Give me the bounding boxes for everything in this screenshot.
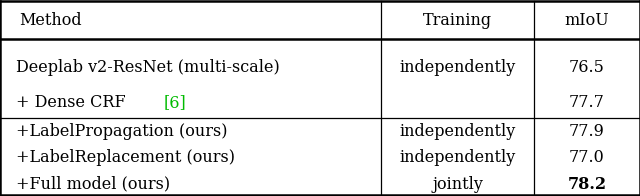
Text: Training: Training: [423, 12, 492, 29]
Text: 76.5: 76.5: [569, 59, 605, 76]
Text: mIoU: mIoU: [564, 12, 609, 29]
Text: +LabelPropagation (ours): +LabelPropagation (ours): [16, 123, 227, 140]
Text: Method: Method: [19, 12, 82, 29]
Text: jointly: jointly: [432, 176, 483, 193]
Text: +LabelReplacement (ours): +LabelReplacement (ours): [16, 149, 235, 166]
Text: 78.2: 78.2: [567, 176, 607, 193]
Text: independently: independently: [399, 59, 516, 76]
Text: 77.9: 77.9: [569, 123, 605, 140]
Text: + Dense CRF: + Dense CRF: [16, 94, 131, 111]
Text: independently: independently: [399, 123, 516, 140]
Text: 77.7: 77.7: [569, 94, 605, 111]
Text: +Full model (ours): +Full model (ours): [16, 176, 170, 193]
Text: Deeplab v2-ResNet (multi-scale): Deeplab v2-ResNet (multi-scale): [16, 59, 280, 76]
Text: 77.0: 77.0: [569, 149, 605, 166]
Text: independently: independently: [399, 149, 516, 166]
Text: [6]: [6]: [164, 94, 187, 111]
